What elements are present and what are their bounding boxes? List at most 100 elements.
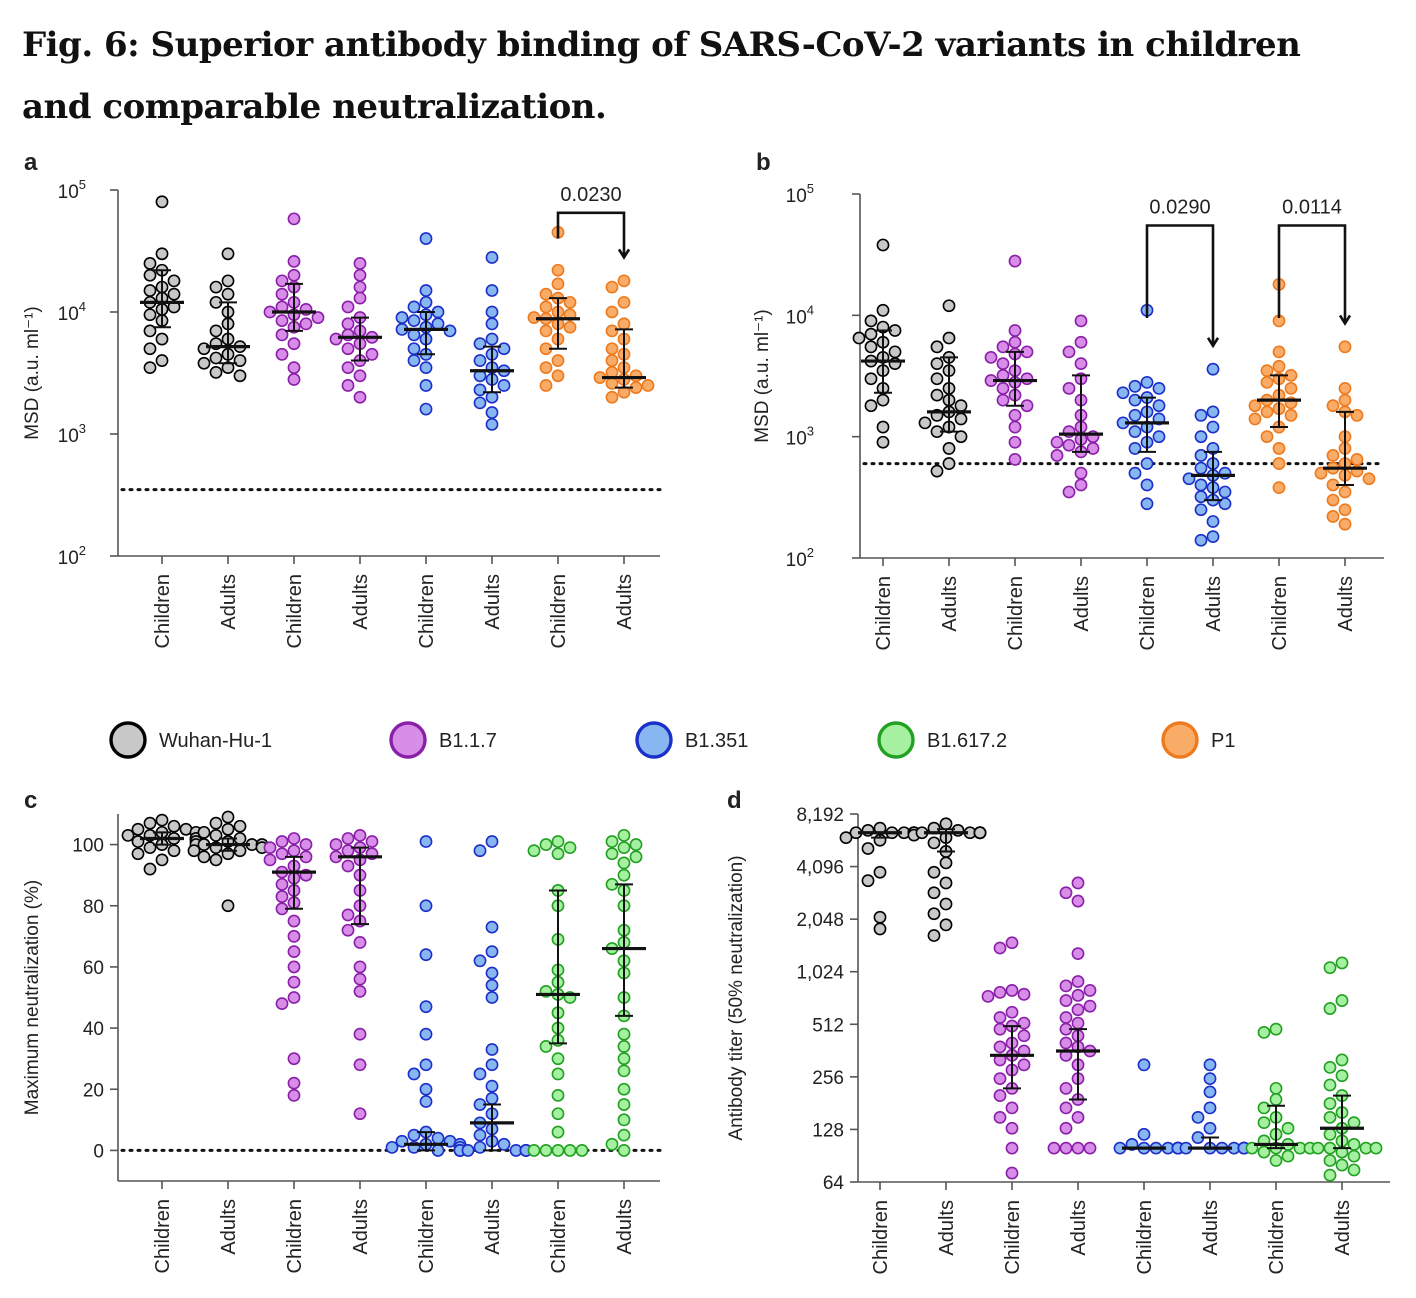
data-point-b — [1272, 481, 1286, 495]
data-point-d — [1323, 961, 1337, 975]
data-point-d — [993, 941, 1007, 955]
data-point-c — [617, 856, 631, 870]
data-point-c — [551, 835, 565, 848]
data-point-b — [1074, 314, 1088, 328]
data-point-a — [551, 369, 565, 383]
data-point-c — [275, 847, 289, 861]
data-point-b — [1140, 478, 1154, 492]
data-point-d — [993, 1011, 1007, 1024]
data-point-a — [209, 351, 223, 365]
data-point-a — [155, 247, 169, 261]
y-tick-label-d: 4,096 — [796, 858, 844, 879]
data-point-a — [605, 324, 619, 338]
data-point-a — [221, 287, 235, 301]
x-tick-label-c: Adults — [482, 1199, 504, 1255]
data-point-c — [341, 832, 355, 845]
data-point-d — [873, 910, 887, 924]
data-point-b — [1206, 405, 1220, 419]
data-point-c — [287, 929, 301, 943]
data-point-a — [143, 324, 157, 338]
data-point-a — [299, 317, 313, 331]
data-point-a — [473, 383, 487, 397]
data-point-c — [485, 978, 499, 992]
data-point-b — [864, 314, 878, 328]
data-point-d — [1191, 1110, 1205, 1124]
data-point-d — [993, 1022, 1007, 1036]
data-point-d — [1059, 1036, 1073, 1050]
data-point-d — [861, 842, 875, 855]
y-tick-label-c: 20 — [83, 1080, 104, 1101]
data-point-d — [1017, 1029, 1031, 1043]
data-point-c — [617, 1144, 631, 1157]
data-point-d — [1071, 975, 1085, 988]
data-point-c — [287, 975, 301, 989]
data-point-a — [419, 379, 433, 392]
data-point-d — [1059, 1081, 1073, 1095]
y-tick-label-c: 40 — [83, 1019, 104, 1040]
data-point-a — [551, 354, 565, 367]
legend-label: B1.1.7 — [439, 730, 497, 752]
data-point-d — [1203, 1085, 1217, 1099]
y-tick-label-d: 1,024 — [796, 963, 844, 984]
data-point-d — [1071, 876, 1085, 890]
data-point-d — [1071, 1110, 1085, 1124]
data-point-d — [927, 907, 941, 921]
data-point-c — [473, 1128, 487, 1142]
data-point-c — [617, 1027, 631, 1041]
data-point-c — [629, 850, 643, 864]
data-point-b — [864, 399, 878, 413]
data-point-a — [275, 287, 289, 301]
data-point-b — [1152, 381, 1166, 395]
data-point-d — [1059, 1121, 1073, 1135]
x-tick-label-b: Adults — [1203, 576, 1225, 632]
data-point-a — [275, 314, 289, 328]
data-point-a — [275, 274, 289, 288]
data-point-b — [1218, 497, 1232, 511]
data-point-c — [131, 822, 145, 836]
data-point-d — [939, 856, 953, 870]
data-point-c — [617, 1082, 631, 1096]
x-tick-label-c: Children — [416, 1199, 438, 1273]
data-point-d — [1137, 1127, 1151, 1141]
data-point-d — [939, 918, 953, 932]
data-point-d — [927, 886, 941, 900]
data-point-c — [485, 1043, 499, 1056]
data-point-a — [155, 332, 169, 346]
data-point-a — [539, 300, 553, 314]
data-point-b — [864, 372, 878, 386]
data-point-d — [1047, 1141, 1061, 1155]
data-point-a — [353, 257, 367, 270]
data-point-c — [419, 899, 433, 913]
x-tick-label-c: Adults — [350, 1199, 372, 1255]
data-point-a — [605, 305, 619, 319]
data-point-d — [1323, 1127, 1337, 1141]
data-point-b — [1020, 372, 1034, 386]
data-point-a — [563, 320, 577, 334]
data-point-c — [617, 841, 631, 855]
data-point-c — [287, 960, 301, 974]
data-point-c — [155, 853, 169, 867]
data-point-c — [287, 1088, 301, 1102]
data-point-b — [876, 435, 890, 449]
data-point-c — [551, 1144, 565, 1157]
data-point-d — [1005, 984, 1019, 997]
data-point-c — [287, 945, 301, 959]
data-point-b — [1284, 408, 1298, 422]
data-point-a — [617, 274, 631, 288]
data-point-d — [1059, 979, 1073, 993]
data-point-b — [1050, 449, 1064, 462]
data-point-a — [341, 300, 355, 314]
y-tick-label-c: 60 — [83, 958, 104, 979]
data-point-d — [1335, 956, 1349, 970]
data-point-a — [143, 284, 157, 297]
y-tick-label-c: 80 — [83, 897, 104, 918]
data-point-c — [617, 1098, 631, 1111]
data-point-d — [939, 897, 953, 911]
data-point-c — [617, 868, 631, 882]
x-tick-label-c: Children — [284, 1199, 306, 1273]
y-tick-label-d: 64 — [823, 1173, 845, 1194]
data-point-d — [1281, 1121, 1295, 1135]
data-point-d — [927, 929, 941, 942]
data-point-b — [1008, 420, 1022, 434]
data-point-a — [407, 300, 421, 314]
